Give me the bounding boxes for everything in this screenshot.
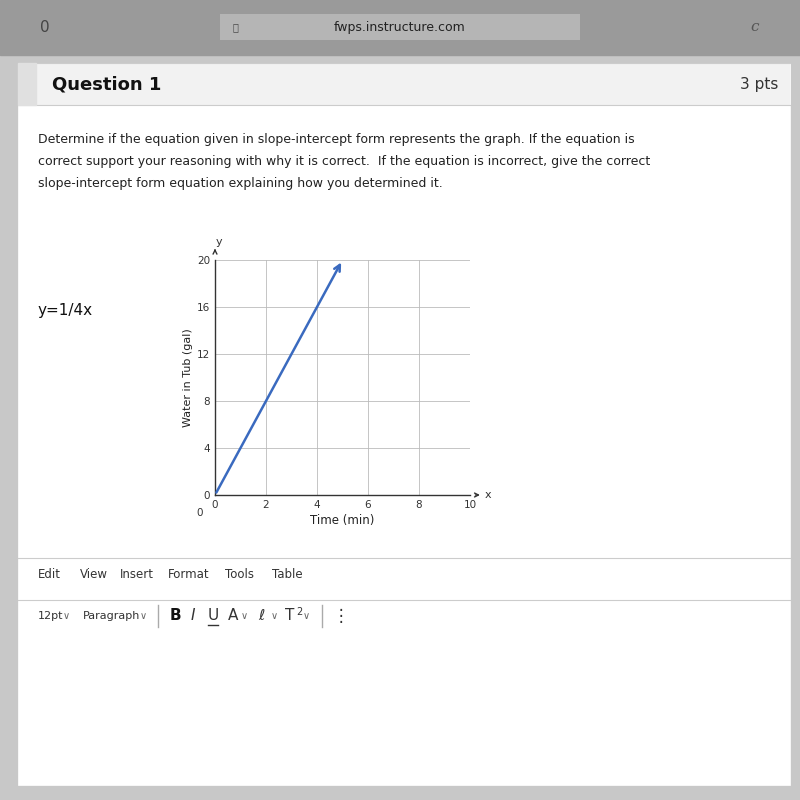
Text: Paragraph: Paragraph xyxy=(83,611,140,621)
Text: ⋮: ⋮ xyxy=(333,607,350,625)
Text: y=1/4x: y=1/4x xyxy=(38,302,93,318)
Text: B: B xyxy=(170,609,182,623)
Text: ∨: ∨ xyxy=(140,611,147,621)
Text: Table: Table xyxy=(272,567,302,581)
Y-axis label: Water in Tub (gal): Water in Tub (gal) xyxy=(182,328,193,427)
Text: Tools: Tools xyxy=(225,567,254,581)
Bar xyxy=(18,63,36,105)
Text: ℓ: ℓ xyxy=(258,609,264,623)
Text: Edit: Edit xyxy=(38,567,61,581)
Text: 12pt: 12pt xyxy=(38,611,63,621)
X-axis label: Time (min): Time (min) xyxy=(310,514,374,527)
Text: Insert: Insert xyxy=(120,567,154,581)
Text: ∨: ∨ xyxy=(241,611,248,621)
Bar xyxy=(0,0,800,55)
Text: T: T xyxy=(285,609,294,623)
Text: ∨: ∨ xyxy=(303,611,310,621)
Text: Format: Format xyxy=(168,567,210,581)
Text: View: View xyxy=(80,567,108,581)
Text: A: A xyxy=(228,609,238,623)
Text: 2: 2 xyxy=(296,607,302,617)
Text: ∨: ∨ xyxy=(63,611,70,621)
Text: Determine if the equation given in slope-intercept form represents the graph. If: Determine if the equation given in slope… xyxy=(38,133,634,146)
Text: U: U xyxy=(208,609,219,623)
Text: Question 1: Question 1 xyxy=(52,75,162,93)
Bar xyxy=(220,14,580,40)
Text: 0: 0 xyxy=(197,508,203,518)
Text: ∨: ∨ xyxy=(271,611,278,621)
Text: I: I xyxy=(191,609,195,623)
Text: 0: 0 xyxy=(40,19,50,34)
Bar xyxy=(18,63,790,105)
Text: y: y xyxy=(215,238,222,247)
Text: slope-intercept form equation explaining how you determined it.: slope-intercept form equation explaining… xyxy=(38,177,442,190)
Text: correct support your reasoning with why it is correct.  If the equation is incor: correct support your reasoning with why … xyxy=(38,155,650,168)
Text: x: x xyxy=(485,490,491,500)
Text: c: c xyxy=(750,20,759,34)
Text: 3 pts: 3 pts xyxy=(740,77,778,91)
Text: 🔒: 🔒 xyxy=(233,22,239,32)
Text: fwps.instructure.com: fwps.instructure.com xyxy=(334,21,466,34)
Bar xyxy=(28,633,780,780)
